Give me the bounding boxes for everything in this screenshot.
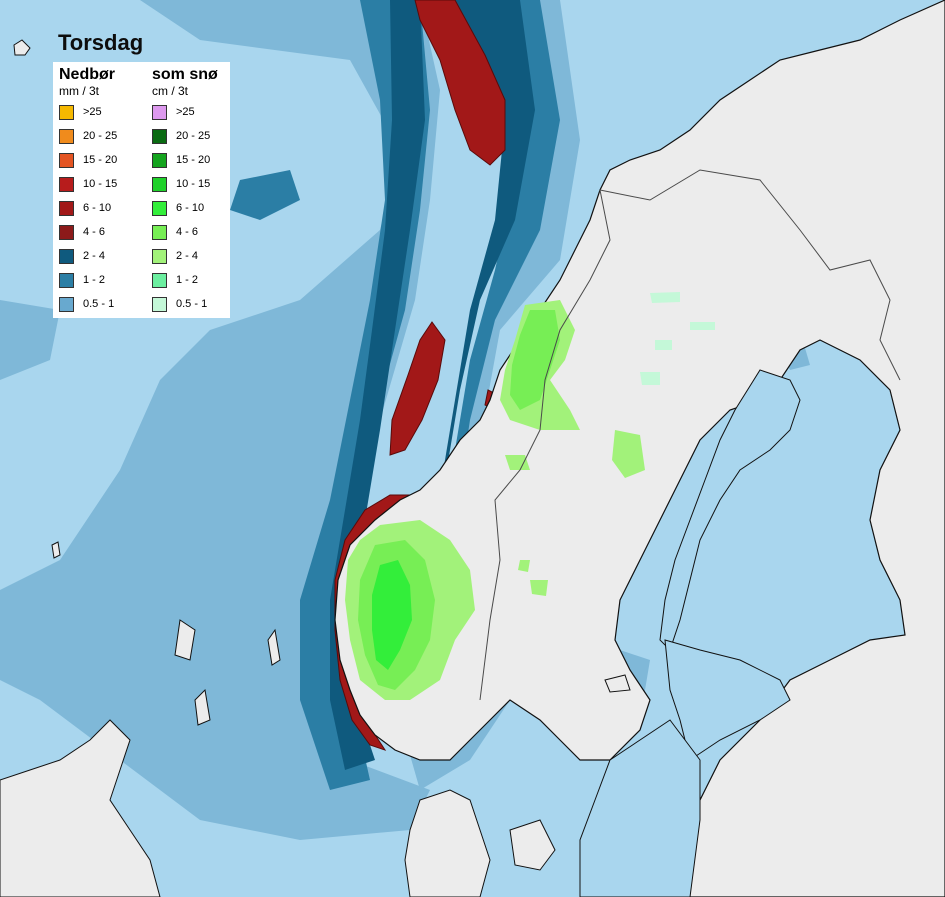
precip-legend-label: 0.5 - 1 [83,298,115,310]
islands [13,39,631,693]
snow-legend-label: 0.5 - 1 [176,298,208,310]
snow-legend-label: 4 - 6 [176,226,199,238]
snow-legend-label: 2 - 4 [176,250,199,262]
precip-legend-swatch [59,201,74,216]
land-denmark [404,789,556,897]
snow-legend-swatch [152,273,167,288]
snow-legend-swatch [152,225,167,240]
snow-legend-swatch [152,177,167,192]
snow-legend-label: 20 - 25 [176,130,211,142]
snow-legend-swatch [152,105,167,120]
precip-legend-label: 1 - 2 [83,274,106,286]
precip-unit: mm / 3t [59,84,100,98]
legend-panel: Nedbør mm / 3t som snø cm / 3t >25 20 - 2… [53,62,230,318]
map-title: Torsdag [58,30,144,55]
precip-legend-swatch [59,225,74,240]
snow-legend-label: 15 - 20 [176,154,211,166]
precip-legend-label: 15 - 20 [83,154,118,166]
precip-legend-label: 6 - 10 [83,202,112,214]
baltic-sea [579,719,701,897]
gulf-of-bothnia [659,369,801,761]
precip-legend-label: 4 - 6 [83,226,106,238]
snow-legend-swatch [152,153,167,168]
precip-legend-swatch [59,273,74,288]
snow-legend-swatch [152,297,167,312]
precip-legend-label: 10 - 15 [83,178,118,190]
snow-unit: cm / 3t [152,84,189,98]
precip-legend-swatch [59,105,74,120]
precip-legend-swatch [59,177,74,192]
snow-legend-label: 10 - 15 [176,178,211,190]
precip-legend-label: 2 - 4 [83,250,106,262]
snow-legend-swatch [152,201,167,216]
snow-field-heavy [372,560,412,670]
snow-legend-label: 6 - 10 [176,202,205,214]
precip-legend-swatch [59,153,74,168]
precip-legend-swatch [59,249,74,264]
land-scotland [0,619,211,897]
precip-legend-label: 20 - 25 [83,130,118,142]
snow-legend-label: >25 [176,106,195,118]
precip-legend-label: >25 [83,106,102,118]
precip-legend-swatch [59,129,74,144]
snow-legend-swatch [152,129,167,144]
country-borders [479,169,901,701]
snow-heading: som snø [152,66,218,83]
precip-heading: Nedbør [59,66,115,83]
snow-legend-label: 1 - 2 [176,274,199,286]
precip-legend-swatch [59,297,74,312]
snow-legend-swatch [152,249,167,264]
snow-field-extra [640,292,715,385]
